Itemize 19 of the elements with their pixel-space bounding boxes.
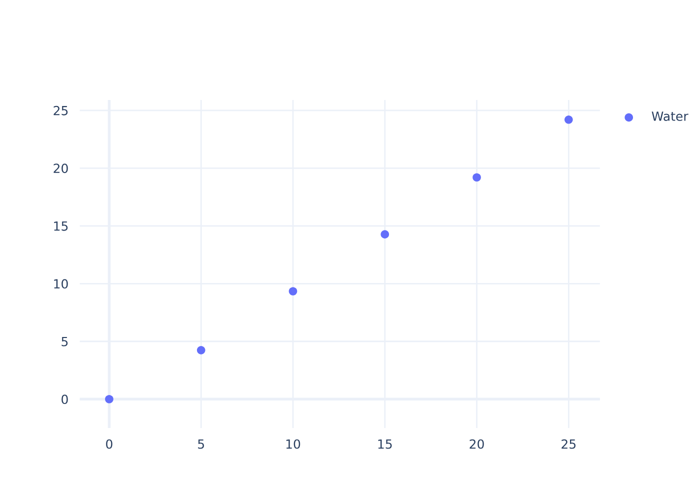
point [380, 230, 390, 238]
x-tick-label: 0 [106, 439, 112, 449]
point [288, 287, 298, 296]
y-tick-label: 5 [62, 337, 68, 346]
x-tick-label: 15 [378, 439, 392, 449]
y-tick-label: 25 [54, 106, 68, 116]
y-tick-label: 0 [62, 394, 68, 404]
legend-label: Water [652, 112, 688, 121]
y-tick-label: 20 [54, 164, 68, 174]
point [472, 173, 481, 182]
x-tick-label: 20 [470, 439, 484, 449]
x-tick-label: 5 [198, 439, 204, 449]
x-tick-label: 10 [286, 439, 300, 449]
point [105, 394, 114, 404]
x-tick-label: 25 [562, 439, 576, 449]
y-tick-label: 10 [54, 279, 68, 289]
point [196, 346, 206, 354]
y-tick-label: 15 [54, 222, 68, 231]
point [564, 115, 573, 124]
